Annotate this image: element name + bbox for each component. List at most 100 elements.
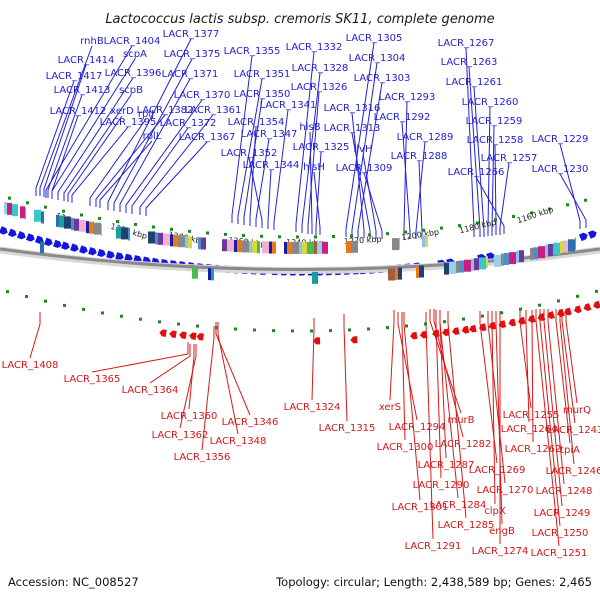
label-connector-top [415,141,426,239]
gene-label-top: LACR_1292 [374,112,431,123]
label-connector-top [125,99,203,213]
cog-block [398,267,402,280]
reverse-gene-arrow [583,303,592,312]
inner-tick [557,299,560,303]
gene-label-top: hisB [299,122,320,133]
inner-tick [595,289,598,293]
gene-label-bottom: LACR_1264 [501,424,558,435]
label-connector-top [301,72,321,233]
gene-label-bottom: LACR_1269 [469,465,526,476]
gene-label-top: LACR_1261 [446,77,503,88]
reverse-gene-arrow [488,321,497,330]
label-connector-top [465,47,475,237]
scale-label: 1160 kbp [516,205,555,225]
cog-block [71,218,74,231]
outer-tick [368,233,371,237]
outer-tick [8,196,11,200]
outer-tick [548,207,551,211]
label-connector-top [57,77,134,200]
cog-block [519,250,524,263]
reverse-gene-arrow [593,300,600,309]
gene-label-top: LACR_1328 [292,63,349,74]
inner-scale-ticks [6,289,598,333]
label-connector-top [363,172,383,239]
cog-block [163,233,170,246]
gene-label-top: LACR_1288 [391,151,448,162]
gene-label-top: LACR_1304 [349,53,406,64]
gene-label-bottom: clpX [484,506,506,517]
gene-label-bottom: LACR_1255 [503,410,560,421]
cog-block [486,256,488,269]
reverse-gene-arrow [350,336,358,344]
label-connector-top [475,176,505,234]
cog-block [192,266,198,279]
gene-label-top: LACR_1313 [324,123,381,134]
label-connector-bottom [91,342,189,373]
label-connector-top [67,115,123,202]
cog-block [292,241,299,254]
cog-block [346,241,351,254]
outer-tick [134,222,137,226]
forward-gene-arrow [7,228,17,238]
cog-block [74,218,79,231]
cog-block [560,241,563,254]
label-connector-bottom [149,344,191,384]
forward-gene-arrow [25,233,35,242]
label-connector-top [273,109,289,230]
cog-block [388,268,395,281]
label-connector-bottom [519,310,532,409]
inner-tick [424,322,427,326]
label-connector-top [231,55,253,223]
reverse-gene-arrow [179,331,187,340]
cog-block [198,237,201,250]
inner-tick [405,324,408,328]
inner-tick [462,317,465,321]
gene-label-top: LACR_1316 [324,103,381,114]
scale-label: 1180 kbp [458,218,497,236]
outer-tick [404,230,407,234]
cog-block [422,235,425,248]
label-connector-top [51,115,79,199]
cog-block [312,271,317,284]
label-connector-top [487,106,491,236]
cog-block [185,235,188,248]
cog-block [314,241,317,254]
inner-tick [443,320,446,324]
label-connector-bottom [555,309,571,444]
gene-label-bottom: LACR_1282 [435,439,492,450]
reverse-gene-arrow [537,313,546,321]
label-connector-top [473,86,485,237]
cog-block [416,265,419,278]
inner-tick [196,324,199,328]
label-connector-top [63,94,132,201]
label-connector-top [243,98,263,225]
outer-tick [80,213,83,217]
cog-block [41,211,44,224]
gene-label-bottom: LACR_1301 [392,502,449,513]
inner-tick [386,326,389,330]
label-connector-top [267,169,272,229]
forward-gene-arrow [0,226,8,235]
gene-label-top: LACR_1309 [336,163,393,174]
cog-block [307,241,314,254]
cog-block [399,237,400,250]
cog-block [449,261,456,274]
inner-tick [25,295,28,299]
reverse-gene-arrow [169,330,177,339]
gene-label-bottom: LACR_1270 [477,485,534,496]
forward-gene-arrow [486,252,495,261]
reverse-gene-arrow [419,330,428,339]
gene-label-top: LACR_1229 [532,134,589,145]
gene-label-top: LACR_1326 [291,82,348,93]
gene-label-bottom: murB [447,415,474,426]
cog-block [322,241,328,254]
gene-label-top: LACR_1382 [137,105,194,116]
gene-label-bottom: LACR_1315 [319,423,376,434]
label-connector-top [145,141,208,216]
cog-block [222,239,227,252]
label-connector-bottom [403,312,421,501]
inner-tick [576,294,579,298]
gene-label-top: LACR_1259 [466,116,523,127]
gene-label-top: LACR_1289 [397,132,454,143]
